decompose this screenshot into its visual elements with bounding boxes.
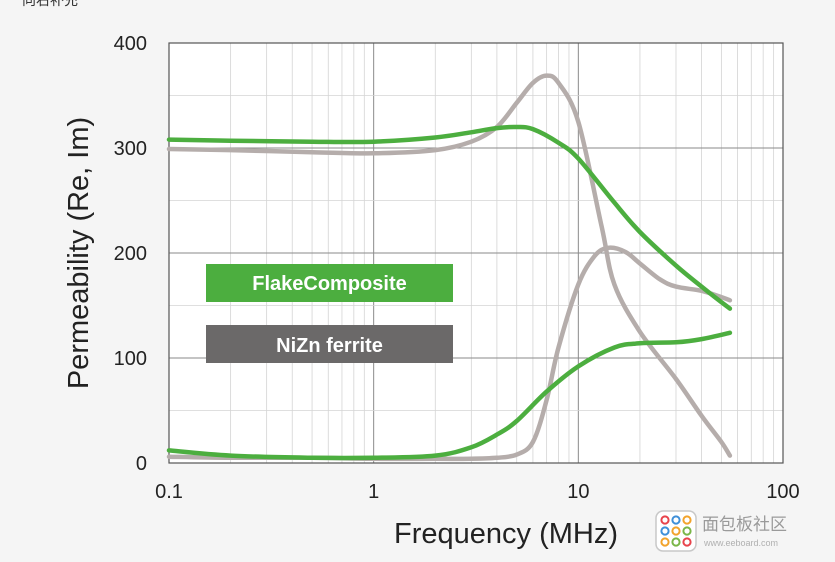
y-tick-label: 200	[114, 243, 147, 265]
watermark-logo-dot	[660, 537, 670, 547]
tick-labels: 0.1 1 10 100 0 100 200 300 400	[114, 33, 800, 503]
watermark-logo-frame	[655, 510, 697, 552]
watermark-logo-dot	[660, 526, 670, 536]
header-fragment: 向右补充	[22, 0, 78, 8]
watermark: 面包板社区 www.eeboard.com	[655, 510, 787, 552]
watermark-logo-dot	[682, 537, 692, 547]
legend-nizn-ferrite: NiZn ferrite	[206, 325, 453, 363]
legend-nizn-ferrite-swatch	[206, 325, 453, 363]
watermark-logo-dot	[682, 526, 692, 536]
x-axis-title: Frequency (MHz)	[394, 518, 618, 550]
legend-flakecomposite-swatch	[206, 264, 453, 302]
x-tick-label: 100	[766, 481, 799, 503]
series-line-nizn-ferrite-re	[166, 73, 733, 458]
y-tick-label: 100	[114, 348, 147, 370]
watermark-logo-icon	[655, 510, 697, 552]
x-tick-label: 10	[567, 481, 589, 503]
y-axis-title: Permeability (Re, Im)	[63, 117, 95, 389]
grid	[168, 42, 784, 464]
x-tick-label: 1	[368, 481, 379, 503]
legend-flakecomposite-label: FlakeComposite	[252, 273, 406, 295]
watermark-logo-dot	[682, 515, 692, 525]
x-tick-label: 0.1	[155, 481, 183, 503]
y-tick-label: 0	[136, 453, 147, 475]
watermark-logo-dot	[671, 515, 681, 525]
watermark-logo-dot	[660, 515, 670, 525]
y-tick-label: 400	[114, 33, 147, 55]
series-line-flakecomposite-re	[166, 124, 733, 311]
series-line-flakecomposite-im	[166, 330, 733, 461]
series-layer	[166, 73, 733, 462]
legend-nizn-ferrite-label: NiZn ferrite	[276, 335, 383, 357]
watermark-logo-dot	[671, 526, 681, 536]
y-tick-label: 300	[114, 138, 147, 160]
plot-border	[168, 42, 784, 464]
watermark-subtext: www.eeboard.com	[703, 538, 778, 548]
watermark-text: 面包板社区	[702, 515, 787, 534]
legend-flakecomposite: FlakeComposite	[206, 264, 453, 302]
watermark-logo-dot	[671, 537, 681, 547]
